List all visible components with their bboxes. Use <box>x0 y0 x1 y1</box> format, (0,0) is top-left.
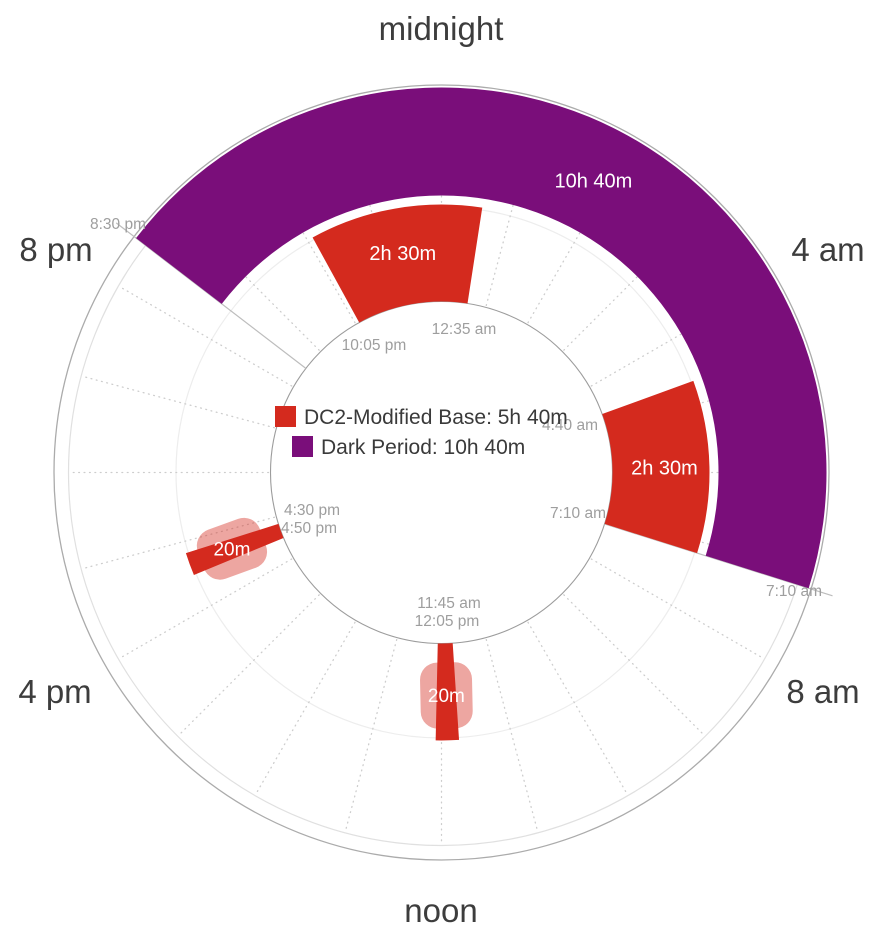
duration-label-pill <box>196 517 268 580</box>
outer-boundary-circle <box>53 84 830 861</box>
time-label: 10:05 pm <box>342 337 407 354</box>
hour-spoke <box>118 558 293 660</box>
time-label: 12:05 pm <box>415 613 480 630</box>
hour-spoke <box>485 112 539 307</box>
hour-spoke <box>590 558 765 660</box>
hour-spoke <box>563 594 706 737</box>
clock-label-8-pm: 8 pm <box>19 231 92 268</box>
clock-label-4-am: 4 am <box>791 231 864 268</box>
time-label: 8:30 pm <box>90 216 146 233</box>
hour-spoke <box>485 638 539 833</box>
clock-label-4-pm: 4 pm <box>18 673 91 710</box>
legend-label-dark-period: Dark Period: 10h 40m <box>321 436 525 459</box>
dc2-modified-base-segment[interactable] <box>185 523 284 576</box>
clock-label-noon: noon <box>404 892 477 929</box>
legend-swatch-dark-period <box>292 436 313 457</box>
dark-period-boundary-line <box>115 222 307 369</box>
dc2-modified-base-segment[interactable] <box>312 204 483 323</box>
hour-spoke <box>118 285 293 387</box>
hour-spoke <box>527 149 629 324</box>
dc2-modified-base-segment[interactable] <box>602 380 710 554</box>
dc2-modified-base-duration-label: 20m <box>428 686 465 707</box>
dark-period-segment[interactable] <box>136 87 827 589</box>
hour-spoke <box>344 638 398 833</box>
hour-spoke <box>254 149 356 324</box>
hour-spoke <box>81 375 276 429</box>
time-label: 7:10 am <box>766 583 822 600</box>
clock-label-midnight: midnight <box>379 10 504 47</box>
legend-label-dc2-modified-base: DC2-Modified Base: 5h 40m <box>304 406 568 429</box>
legend-swatch-dc2-modified-base <box>275 406 296 427</box>
hour-spoke <box>563 208 706 351</box>
dc2-modified-base-segment[interactable] <box>435 643 460 741</box>
time-label: 4:30 pm <box>284 502 340 519</box>
hour-spoke <box>81 516 276 570</box>
time-label: 4:40 am <box>542 417 598 434</box>
hour-spoke <box>527 621 629 796</box>
dc2-modified-base-duration-label: 2h 30m <box>369 243 436 265</box>
inner-hole-circle <box>269 300 614 645</box>
hour-spoke <box>177 594 320 737</box>
dc2-modified-base-duration-label: 2h 30m <box>631 458 698 480</box>
clock-label-8-am: 8 am <box>786 673 859 710</box>
time-label: 11:45 am <box>417 595 480 612</box>
duration-label-pill <box>420 662 473 729</box>
dark-period-duration-label: 10h 40m <box>554 171 632 193</box>
hour-spoke <box>254 621 356 796</box>
time-label: 4:50 pm <box>281 520 337 537</box>
hour-spoke <box>177 208 320 351</box>
dc2-modified-base-duration-label: 20m <box>213 539 250 560</box>
time-label: 12:35 am <box>432 321 497 338</box>
time-label: 7:10 am <box>550 505 606 522</box>
hour-spoke <box>590 285 765 387</box>
